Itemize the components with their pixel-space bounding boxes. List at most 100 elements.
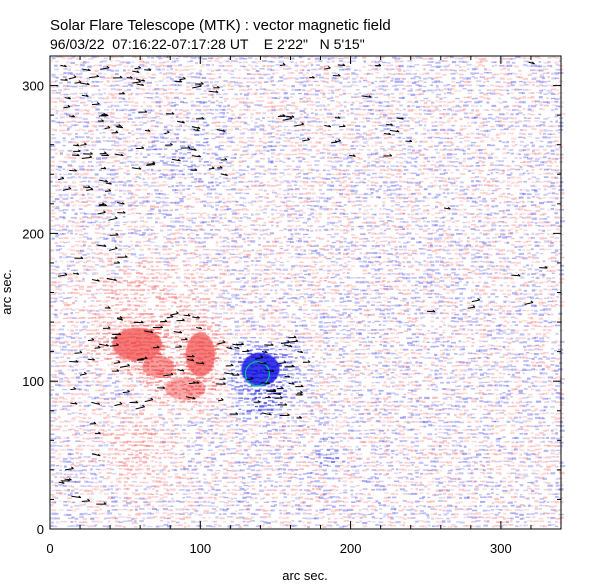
- field-pixel: [162, 173, 168, 177]
- field-pixel: [298, 152, 304, 155]
- field-pixel: [146, 97, 153, 99]
- field-pixel: [235, 120, 239, 123]
- field-pixel: [323, 228, 328, 231]
- field-pixel: [151, 173, 157, 175]
- field-pixel: [134, 56, 139, 58]
- field-pixel: [351, 80, 357, 84]
- field-pixel: [310, 108, 314, 110]
- field-pixel: [286, 116, 292, 119]
- field-pixel: [175, 149, 179, 153]
- field-pixel: [279, 200, 285, 204]
- field-pixel: [319, 181, 326, 183]
- field-pixel: [62, 140, 67, 142]
- field-pixel: [98, 221, 102, 223]
- field-pixel: [171, 252, 176, 254]
- field-pixel: [290, 208, 295, 211]
- field-pixel: [67, 173, 73, 175]
- field-pixel: [387, 112, 391, 115]
- field-pixel: [379, 253, 383, 255]
- field-pixel: [542, 132, 547, 135]
- field-pixel: [118, 137, 122, 141]
- field-pixel: [247, 240, 251, 242]
- field-pixel: [358, 208, 362, 211]
- field-pixel: [122, 184, 127, 187]
- field-pixel: [99, 236, 105, 239]
- field-pixel: [122, 121, 126, 123]
- field-pixel: [386, 197, 391, 199]
- field-pixel: [238, 116, 242, 119]
- field-pixel: [162, 156, 166, 158]
- field-pixel: [478, 125, 484, 128]
- field-pixel: [395, 125, 400, 129]
- field-pixel: [150, 241, 155, 244]
- field-pixel: [491, 104, 497, 108]
- field-pixel: [423, 153, 426, 156]
- field-pixel: [375, 72, 380, 74]
- field-pixel: [227, 84, 231, 87]
- field-pixel: [335, 248, 341, 251]
- field-pixel: [275, 184, 282, 186]
- field-pixel: [75, 240, 80, 243]
- field-pixel: [99, 232, 105, 235]
- field-pixel: [90, 65, 96, 67]
- field-pixel: [115, 121, 121, 124]
- field-pixel: [354, 184, 359, 187]
- field-pixel: [74, 233, 78, 235]
- field-pixel: [467, 152, 472, 155]
- field-pixel: [195, 200, 200, 203]
- field-pixel: [251, 249, 255, 252]
- field-pixel: [350, 200, 356, 203]
- field-pixel: [374, 225, 380, 228]
- field-pixel: [315, 97, 321, 99]
- field-pixel: [462, 157, 466, 160]
- field-pixel: [294, 232, 299, 235]
- field-pixel: [146, 109, 152, 112]
- field-pixel: [503, 89, 509, 91]
- field-pixel: [463, 96, 470, 99]
- field-pixel: [279, 213, 285, 216]
- field-pixel: [379, 220, 385, 222]
- field-pixel: [427, 132, 433, 134]
- field-pixel: [339, 93, 343, 96]
- field-pixel: [259, 88, 265, 90]
- field-pixel: [382, 156, 388, 158]
- field-pixel: [543, 176, 549, 179]
- field-pixel: [395, 132, 400, 134]
- field-pixel: [70, 100, 76, 103]
- field-pixel: [434, 145, 439, 147]
- field-pixel: [350, 221, 354, 224]
- field-pixel: [459, 80, 464, 82]
- field-pixel: [99, 249, 104, 251]
- field-pixel: [411, 217, 415, 220]
- field-pixel: [86, 149, 89, 151]
- field-pixel: [450, 161, 456, 163]
- field-pixel: [186, 157, 191, 159]
- field-pixel: [211, 216, 216, 219]
- field-pixel: [130, 244, 134, 247]
- field-pixel: [51, 200, 56, 203]
- field-pixel: [403, 69, 406, 72]
- field-pixel: [115, 80, 120, 82]
- field-pixel: [151, 248, 158, 251]
- field-pixel: [123, 157, 129, 160]
- field-pixel: [94, 85, 99, 87]
- field-pixel: [407, 156, 412, 159]
- field-pixel: [246, 85, 250, 88]
- field-pixel: [438, 233, 444, 237]
- field-pixel: [115, 256, 119, 259]
- field-pixel: [62, 108, 67, 111]
- field-pixel: [338, 148, 344, 151]
- field-pixel: [190, 212, 195, 215]
- field-pixel: [306, 72, 309, 74]
- field-pixel: [50, 148, 56, 151]
- field-pixel: [166, 204, 170, 207]
- field-pixel: [230, 60, 237, 63]
- field-pixel: [103, 112, 109, 115]
- field-pixel: [491, 57, 498, 59]
- field-pixel: [546, 229, 552, 232]
- field-pixel: [250, 240, 256, 243]
- field-pixel: [219, 133, 225, 136]
- field-pixel: [367, 164, 371, 167]
- field-pixel: [426, 72, 430, 74]
- field-pixel: [223, 236, 229, 239]
